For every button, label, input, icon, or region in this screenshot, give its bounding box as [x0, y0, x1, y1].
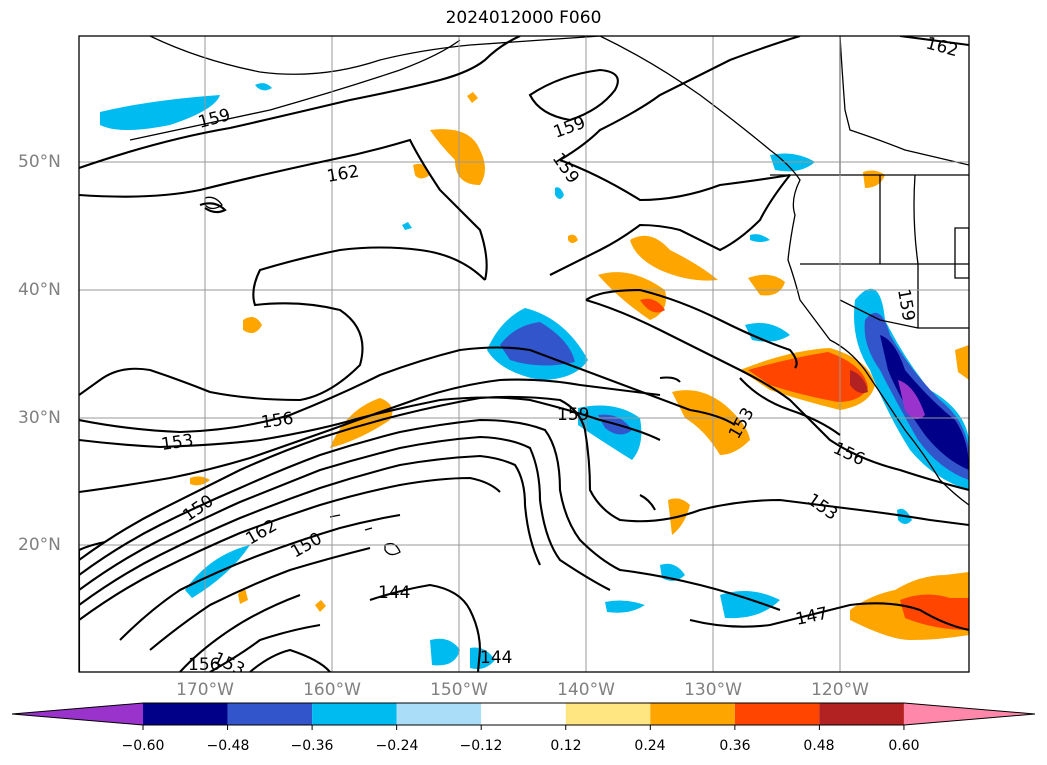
colorbar-tick-label: −0.60 — [121, 738, 165, 754]
contour-label: 156 — [188, 655, 220, 675]
colorbar-tick-label: −0.36 — [290, 738, 334, 754]
contour-label: 144 — [480, 648, 512, 668]
contour-north — [79, 36, 521, 169]
map-frame — [78, 35, 970, 673]
colorbar-segment — [734, 703, 820, 725]
colorbar-tick-label: 0.60 — [888, 738, 920, 754]
shaded-fields — [100, 83, 969, 669]
colorbar-segments — [12, 703, 1035, 725]
map-content: 162 159 159 159 162 159 156 153 159 153 … — [79, 36, 969, 675]
colorbar-segment — [12, 703, 143, 725]
lon-label: 120°W — [811, 680, 869, 700]
colorbar-tick-label: −0.12 — [459, 738, 503, 754]
lat-label: 20°N — [18, 535, 61, 555]
contour-label: 144 — [378, 583, 410, 603]
contour-label: 159 — [557, 405, 589, 425]
gridlines — [79, 36, 969, 672]
colorbar-segment — [650, 703, 735, 725]
map-title: 2024012000 F060 — [445, 8, 602, 28]
colorbar-ticks — [142, 725, 905, 730]
colorbar-tick-label: 0.24 — [634, 738, 666, 754]
height-contours — [79, 36, 969, 672]
lat-label: 40°N — [18, 280, 61, 300]
lon-label: 130°W — [684, 680, 742, 700]
colorbar-segment — [396, 703, 482, 725]
contour-label: 153 — [160, 431, 195, 455]
lon-label: 140°W — [557, 680, 615, 700]
colorbar-segment — [312, 703, 397, 725]
colorbar-segment — [565, 703, 651, 725]
colorbar-tick-label: 0.12 — [550, 738, 582, 754]
lon-label: 160°W — [303, 680, 361, 700]
colorbar-tick-label: 0.36 — [719, 738, 751, 754]
colorbar-tick-label: −0.24 — [375, 738, 419, 754]
blue-blob-mid — [578, 405, 642, 460]
colorbar-segment — [481, 703, 566, 725]
lat-label: 50°N — [18, 152, 61, 172]
colorbar-tick-label: 0.48 — [803, 738, 835, 754]
orange-blob-northpac — [430, 129, 485, 185]
lat-label: 30°N — [18, 408, 61, 428]
contour-label: 156 — [260, 409, 295, 433]
blue-blob-aleutian — [100, 95, 220, 130]
colorbar-segment — [819, 703, 904, 725]
lon-label: 150°W — [430, 680, 488, 700]
colorbar-tick-label: −0.48 — [206, 738, 250, 754]
colorbar-segment — [903, 703, 1035, 725]
colorbar-segment — [227, 703, 313, 725]
lon-label: 170°W — [176, 680, 234, 700]
contour-jet-1 — [79, 395, 969, 561]
colorbar-segment — [143, 703, 228, 725]
